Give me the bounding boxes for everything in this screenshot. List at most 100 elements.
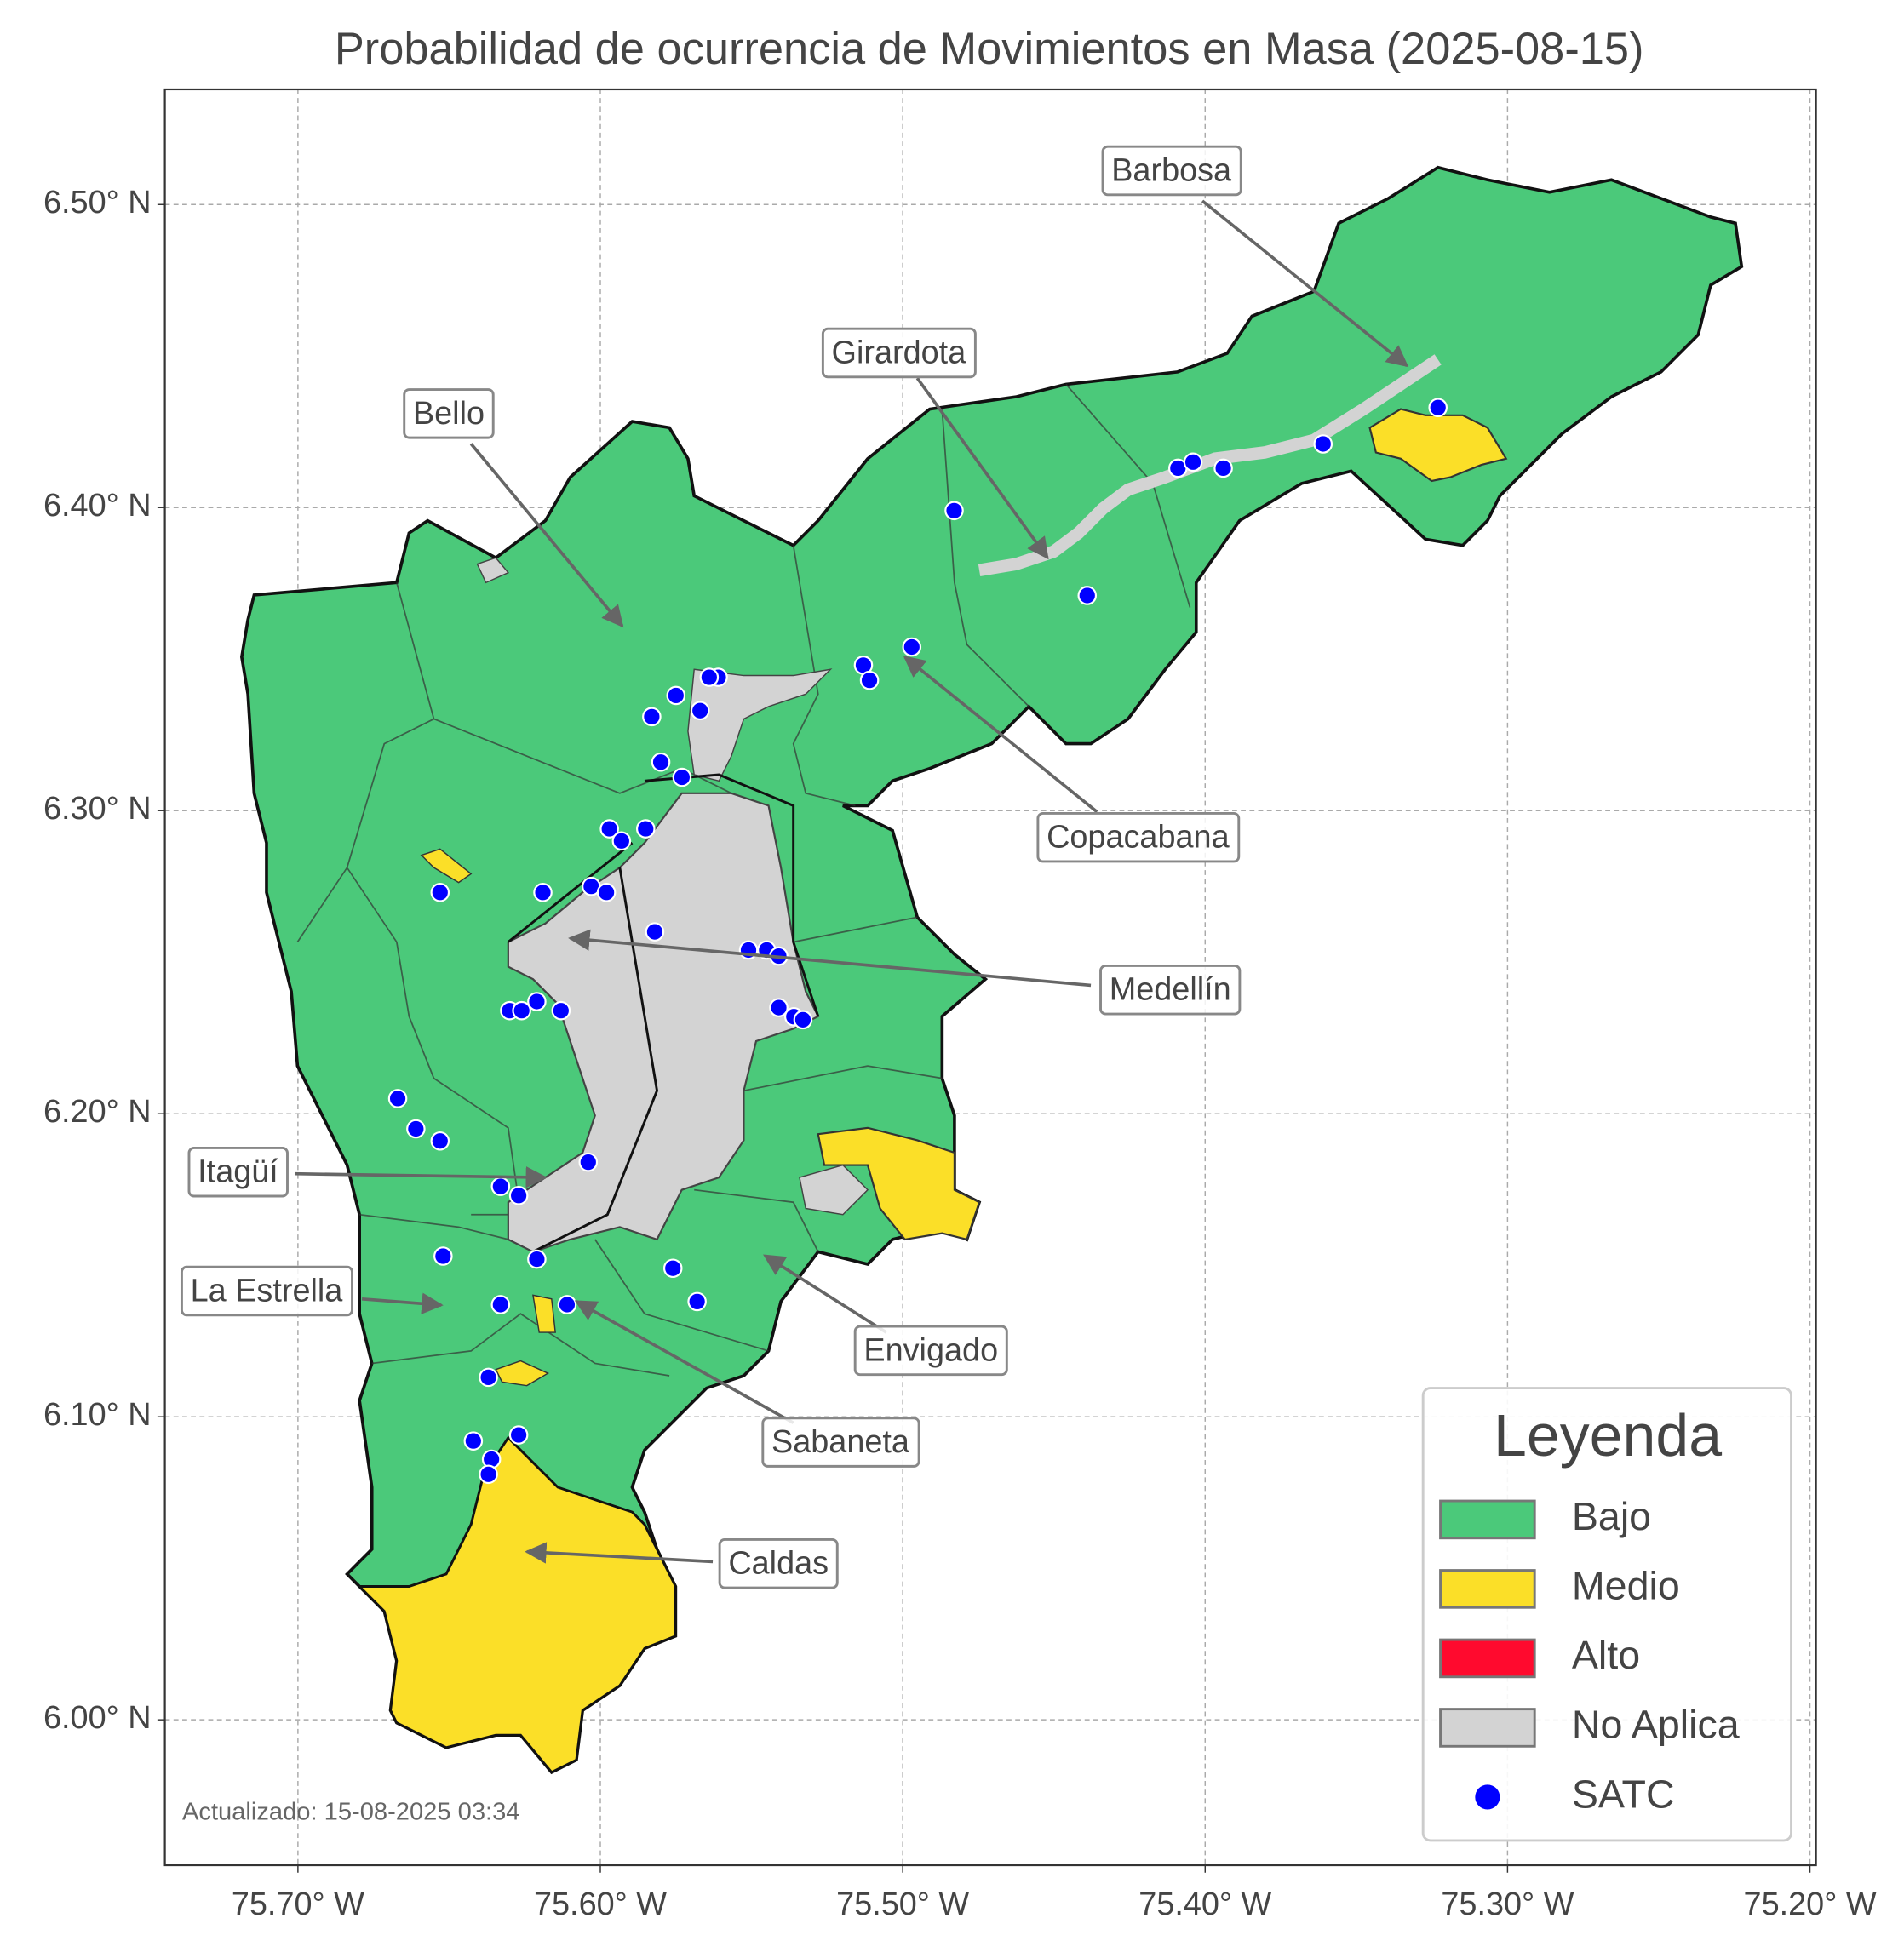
annotation-box [1099, 965, 1242, 1016]
annotation-box [821, 327, 977, 379]
y-tick-label: 6.20° N [43, 1094, 152, 1130]
region-medio [532, 1294, 556, 1333]
region-medio [495, 1360, 550, 1387]
annotation-label: Barbosa [1111, 153, 1232, 189]
region-medio [817, 1126, 981, 1241]
satc-point [651, 752, 671, 772]
annotation-arrow [574, 1300, 794, 1424]
satc-point [512, 1000, 531, 1021]
satc-point [1213, 458, 1233, 478]
legend-marker [1475, 1784, 1500, 1810]
annotation-arrow [915, 377, 1049, 560]
x-tick-label: 75.20° W [1744, 1887, 1877, 1922]
annotation-label: Itagüí [198, 1154, 278, 1190]
satc-point [1183, 452, 1203, 472]
annotation-box [187, 1147, 289, 1198]
x-tick-label: 75.30° W [1441, 1887, 1574, 1922]
urban-borders [507, 773, 820, 1253]
satc-point [859, 670, 880, 690]
region-medio [1368, 408, 1508, 483]
legend-title: Leyenda [1494, 1402, 1722, 1469]
annotation-arrow [568, 929, 1092, 988]
x-tick-label: 75.40° W [1138, 1887, 1271, 1922]
satc-point [599, 819, 619, 839]
legend-label: Alto [1572, 1633, 1640, 1677]
x-tick-label: 75.50° W [836, 1887, 969, 1922]
satc-point [479, 1367, 498, 1388]
region-no-aplica [507, 792, 820, 1253]
axes-frame [163, 88, 1817, 1867]
annotation-label: Caldas [728, 1546, 829, 1582]
legend-swatch [1439, 1708, 1536, 1748]
y-tick-label: 6.50° N [43, 185, 152, 220]
annotation-box [403, 388, 495, 439]
region-no-aplica [799, 1164, 869, 1216]
satc-point [1313, 434, 1333, 454]
map-title: Probabilidad de ocurrencia de Movimiento… [335, 25, 1644, 74]
satc-point [769, 998, 789, 1017]
y-tick-label: 6.00° N [43, 1700, 152, 1736]
annotation-label: Envigado [863, 1332, 998, 1368]
annotation-label: La Estrella [191, 1273, 344, 1308]
annotation-box [180, 1265, 353, 1317]
annotation-arrow [469, 443, 624, 628]
annotations: Barbosa Girardota Bello Copacabana Medel… [180, 145, 1409, 1589]
satc-point [490, 1177, 511, 1196]
satc-point [430, 1131, 450, 1151]
satc-point [902, 637, 922, 657]
satc-point [666, 685, 686, 706]
annotation-arrow [763, 1254, 887, 1334]
legend: Leyenda Bajo Medio Alto No Aplica SATC [1421, 1387, 1792, 1842]
satc-point [645, 922, 665, 942]
satc-point [690, 701, 710, 721]
satc-point [1428, 398, 1448, 418]
satc-point [687, 1291, 707, 1312]
y-tick-label: 6.40° N [43, 488, 152, 524]
legend-swatch [1439, 1569, 1536, 1609]
satc-point [662, 1258, 683, 1279]
satc-point [642, 707, 662, 727]
region-no-aplica [687, 668, 833, 782]
annotation-box [853, 1325, 1008, 1377]
legend-label: Medio [1572, 1564, 1680, 1608]
regions [240, 165, 1744, 1775]
annotation-box [1101, 145, 1242, 197]
annotation-arrow [525, 1542, 714, 1564]
satc-point [479, 1464, 498, 1485]
legend-label: SATC [1572, 1772, 1675, 1816]
region-borders [296, 383, 1191, 1377]
satc-point [793, 1010, 813, 1030]
y-tick-label: 6.10° N [43, 1397, 152, 1433]
satc-point [699, 667, 720, 687]
annotation-label: Girardota [832, 335, 967, 371]
satc-point [578, 1152, 599, 1172]
satc-point [672, 767, 692, 787]
region-medio [420, 848, 473, 884]
satc-point [463, 1431, 484, 1451]
region-no-aplica [978, 354, 1442, 576]
satc-point [406, 1119, 426, 1139]
satc-point [557, 1295, 577, 1314]
annotation-arrow [903, 656, 1098, 814]
annotation-arrow [295, 1166, 548, 1188]
satc-point [508, 1186, 529, 1205]
annotation-arrow [361, 1292, 444, 1314]
annotation-label: Copacabana [1047, 820, 1230, 856]
satc-point [596, 883, 617, 902]
legend-swatch [1439, 1638, 1536, 1679]
satc-point [387, 1089, 408, 1108]
annotation-box [1036, 811, 1241, 863]
satc-point [490, 1295, 511, 1314]
legend-label: Bajo [1572, 1494, 1651, 1538]
y-tick-label: 6.30° N [43, 791, 152, 827]
satc-point [527, 1249, 547, 1269]
annotation-arrow [1201, 199, 1409, 368]
annotation-label: Sabaneta [771, 1424, 910, 1460]
legend-swatch [1439, 1499, 1536, 1540]
region-no-aplica [476, 557, 510, 584]
satc-point [533, 883, 553, 902]
satc-point [551, 1000, 571, 1021]
annotation-box [718, 1538, 839, 1589]
